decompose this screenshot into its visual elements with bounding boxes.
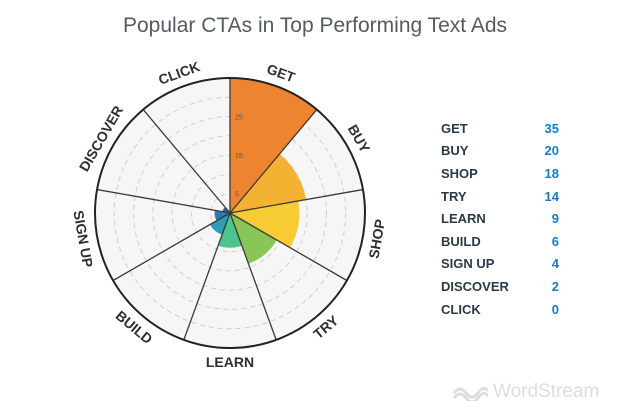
legend-value: 9 <box>551 211 559 227</box>
legend-value: 0 <box>551 301 559 317</box>
legend-label: CLICK <box>441 301 481 317</box>
brand-name: WordStream <box>493 381 600 402</box>
spoke <box>229 212 348 282</box>
chart-title: Popular CTAs in Top Performing Text Ads <box>122 14 508 37</box>
legend-row: SIGN UP 4 <box>441 253 559 276</box>
legend-value: 14 <box>544 188 559 204</box>
legend-row: SHOP 18 <box>441 162 559 185</box>
legend: GET 35 BUY 20 SHOP 18 TRY 14 LEARN 9 BUILD 6 SIGN UP… <box>441 117 559 320</box>
legend-label: BUILD <box>441 233 481 249</box>
wedge-get <box>230 78 317 213</box>
legend-label: LEARN <box>441 211 486 227</box>
spoke <box>183 212 231 341</box>
legend-label: TRY <box>441 188 467 204</box>
spoke <box>96 188 231 214</box>
legend-row: CLICK 0 <box>441 298 559 321</box>
legend-row: GET 35 <box>441 117 559 140</box>
spoke <box>229 188 364 214</box>
wedge-build <box>209 213 230 235</box>
category-label-sign-up: SIGN UP <box>70 209 96 268</box>
legend-value: 18 <box>544 165 559 181</box>
legend-label: DISCOVER <box>441 278 509 294</box>
category-label-shop: SHOP <box>365 218 388 260</box>
spoke <box>229 109 318 214</box>
wave-icon <box>452 386 488 401</box>
radial-tick-label: 5 <box>235 192 239 199</box>
legend-row: TRY 14 <box>441 185 559 208</box>
legend-row: BUILD 6 <box>441 230 559 253</box>
radial-tick-label: 15 <box>235 153 243 160</box>
category-label-learn: LEARN <box>206 354 254 370</box>
legend-value: 4 <box>551 256 559 272</box>
wedge-try <box>230 213 277 264</box>
legend-value: 2 <box>551 278 559 294</box>
legend-row: LEARN 9 <box>441 207 559 230</box>
spoke <box>142 109 231 214</box>
legend-row: BUY 20 <box>441 140 559 163</box>
legend-label: GET <box>441 120 468 136</box>
radial-tick-label: 25 <box>235 115 243 122</box>
legend-row: DISCOVER 2 <box>441 275 559 298</box>
wedge-learn <box>218 213 242 248</box>
spoke <box>112 212 231 282</box>
legend-value: 6 <box>551 233 559 249</box>
legend-label: SIGN UP <box>441 256 495 272</box>
wedge-shop <box>230 200 300 248</box>
outer-ring <box>94 77 366 349</box>
spoke <box>229 212 277 341</box>
wedge-buy <box>230 153 306 213</box>
category-label-get: GET <box>265 61 298 86</box>
legend-label: BUY <box>441 143 469 159</box>
legend-label: SHOP <box>441 165 478 181</box>
legend-value: 20 <box>544 143 559 159</box>
wordstream-logo: WordStream <box>452 381 599 403</box>
legend-value: 35 <box>544 120 559 136</box>
